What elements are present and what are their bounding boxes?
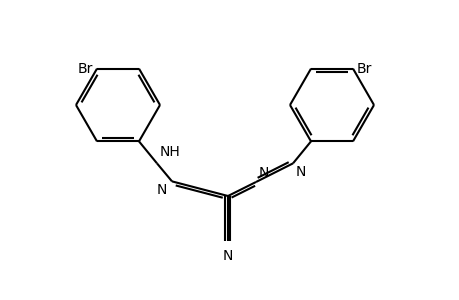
Text: N: N [295,165,306,179]
Text: Br: Br [356,61,372,76]
Text: N: N [222,249,233,263]
Text: Br: Br [78,61,93,76]
Text: NH: NH [160,146,180,159]
Text: N: N [258,166,269,180]
Text: N: N [156,183,167,197]
